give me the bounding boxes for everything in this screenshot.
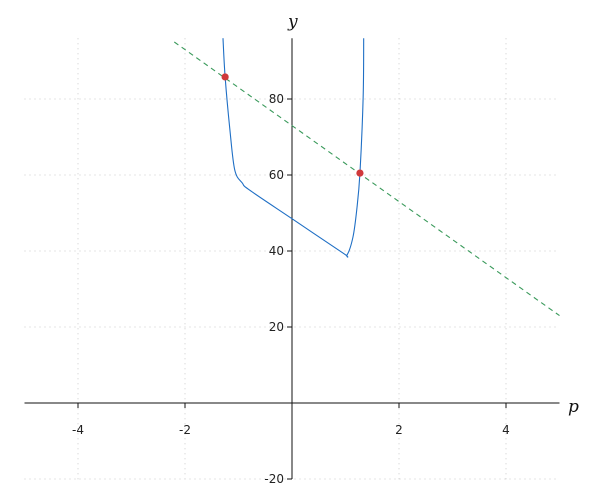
x-tick-label: -4	[72, 423, 84, 437]
y-tick-label: 60	[269, 168, 284, 182]
axes	[24, 38, 560, 479]
x-tick-label: -2	[179, 423, 191, 437]
series	[173, 38, 560, 317]
y-tick-label: 20	[269, 320, 284, 334]
y-tick-label: 80	[269, 92, 284, 106]
y-tick-label: -20	[264, 472, 284, 486]
dashed-line	[173, 41, 560, 317]
ticks: -4 -2 2 4 -20 20 40 60 80	[72, 92, 510, 486]
curve-line	[222, 38, 365, 258]
x-axis-label: p	[568, 397, 579, 417]
intersection-point	[221, 73, 229, 81]
markers	[221, 73, 364, 177]
intersection-point	[356, 169, 364, 177]
y-tick-label: 40	[269, 244, 284, 258]
y-axis-label: y	[287, 12, 298, 32]
x-tick-label: 2	[395, 423, 403, 437]
x-tick-label: 4	[502, 423, 510, 437]
grid	[24, 38, 560, 481]
